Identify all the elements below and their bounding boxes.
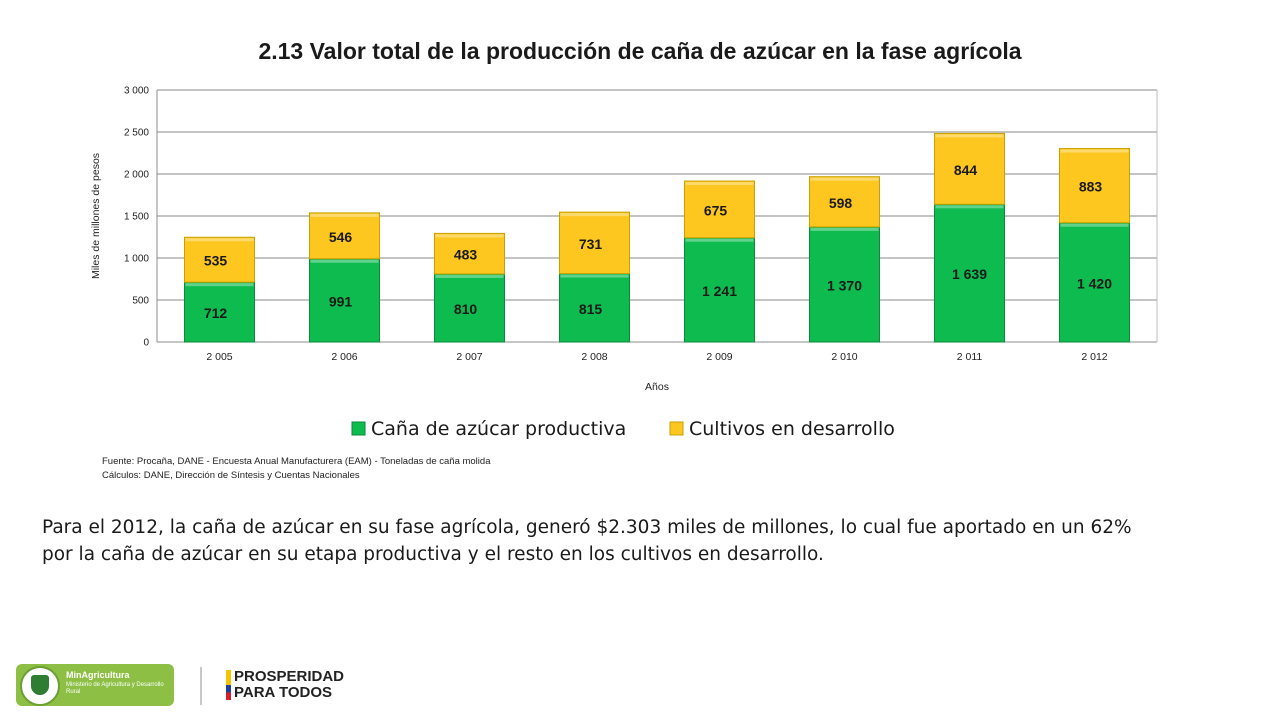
stacked-bar-chart: 0 500 1 000 1 500 2 000 2 500 3 000 712 535 2 005… xyxy=(90,86,1158,440)
x-tick-label: 2 008 xyxy=(581,351,607,363)
bar-productiva xyxy=(434,273,505,343)
y-tick-label: 3 000 xyxy=(124,86,149,97)
data-label: 675 xyxy=(704,202,728,218)
x-tick-label: 2 011 xyxy=(957,351,983,363)
data-label: 712 xyxy=(204,305,228,321)
y-tick-label: 0 xyxy=(143,338,149,349)
x-tick-label: 2 012 xyxy=(1081,351,1107,363)
x-tick-label: 2 007 xyxy=(456,351,482,363)
legend-label-desarrollo: Cultivos en desarrollo xyxy=(689,418,895,440)
data-label: 844 xyxy=(954,162,978,178)
bar-bevel xyxy=(560,213,629,217)
y-tick-label: 2 500 xyxy=(124,128,149,139)
bar-bevel xyxy=(810,177,879,181)
bar-desarrollo xyxy=(684,180,755,239)
y-tick-label: 1 500 xyxy=(124,212,149,223)
chart-title: 2.13 Valor total de la producción de cañ… xyxy=(258,38,1022,64)
footer-divider xyxy=(200,667,202,705)
bar-desarrollo xyxy=(184,236,255,283)
bar-desarrollo xyxy=(1059,148,1130,224)
calculation-line: Cálculos: DANE, Dirección de Síntesis y … xyxy=(102,470,360,481)
data-label: 598 xyxy=(829,195,853,211)
data-label: 991 xyxy=(329,293,353,309)
prosperidad-logo: PROSPERIDAD PARA TODOS xyxy=(234,669,344,701)
data-label: 1 420 xyxy=(1077,275,1112,291)
bar-desarrollo xyxy=(309,212,380,260)
x-tick-label: 2 005 xyxy=(206,351,232,363)
y-tick-label: 1 000 xyxy=(124,254,149,265)
bar-bevel xyxy=(1060,149,1129,153)
data-label: 535 xyxy=(204,253,228,269)
data-label: 810 xyxy=(454,301,478,317)
bar-bevel xyxy=(185,238,254,242)
x-tick-label: 2 009 xyxy=(706,351,732,363)
bar-bevel xyxy=(310,213,379,217)
legend-swatch-desarrollo xyxy=(669,421,684,436)
bar-desarrollo xyxy=(434,232,505,275)
legend-swatch-productiva xyxy=(351,421,366,436)
bar-bevel xyxy=(185,283,254,287)
x-axis-title: Años xyxy=(645,381,669,393)
y-tick-label: 2 000 xyxy=(124,170,149,181)
bar-bevel xyxy=(685,182,754,186)
bar-bevel xyxy=(560,274,629,278)
prosperidad-line1: PROSPERIDAD xyxy=(234,668,345,685)
bar-bevel xyxy=(310,259,379,263)
bar-bevel xyxy=(685,238,754,242)
bar-desarrollo xyxy=(559,211,630,275)
data-label: 1 370 xyxy=(827,277,862,293)
ministry-subtitle: Ministerio de Agricultura y Desarrollo R… xyxy=(66,682,164,695)
legend-label-productiva: Caña de azúcar productiva xyxy=(371,418,626,440)
data-label: 815 xyxy=(579,301,603,317)
bar-productiva xyxy=(809,226,880,343)
bar-productiva xyxy=(559,273,630,343)
bar-bevel xyxy=(935,134,1004,138)
bar-bevel xyxy=(435,274,504,278)
bar-desarrollo xyxy=(809,176,880,228)
data-label: 883 xyxy=(1079,179,1103,195)
colombia-seal-icon xyxy=(20,666,60,706)
x-tick-label: 2 010 xyxy=(831,351,857,363)
data-label: 1 241 xyxy=(702,283,737,299)
data-label: 546 xyxy=(329,229,353,245)
bar-bevel xyxy=(810,227,879,231)
bar-bevel xyxy=(935,205,1004,209)
x-tick-label: 2 006 xyxy=(331,351,357,363)
bar-productiva xyxy=(1059,222,1130,343)
bar-bevel xyxy=(435,234,504,238)
bar-productiva xyxy=(184,281,255,343)
source-line: Fuente: Procaña, DANE - Encuesta Anual M… xyxy=(102,456,491,467)
ministry-name: MinAgricultura xyxy=(66,670,130,680)
summary-paragraph: Para el 2012, la caña de azúcar en su fa… xyxy=(42,517,1132,565)
prosperidad-line2: PARA TODOS xyxy=(234,684,333,701)
bar-bevel xyxy=(1060,223,1129,227)
data-label: 731 xyxy=(579,236,603,252)
bar-productiva xyxy=(934,203,1005,343)
flag-icon xyxy=(226,670,231,700)
data-label: 1 639 xyxy=(952,266,987,282)
data-label: 483 xyxy=(454,247,478,263)
y-axis-title: Miles de millones de pesos xyxy=(90,153,102,279)
y-tick-label: 500 xyxy=(132,296,149,307)
bar-desarrollo xyxy=(934,132,1005,205)
